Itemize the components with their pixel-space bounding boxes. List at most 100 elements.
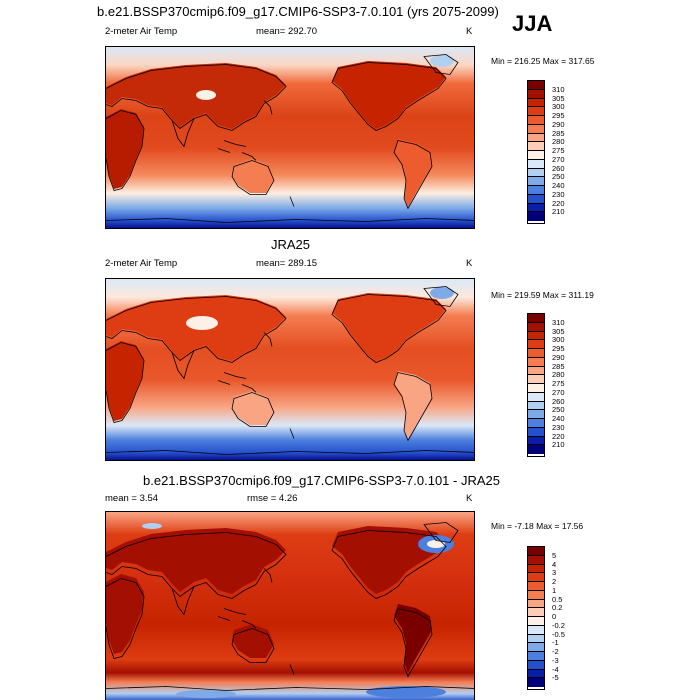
colorbar-swatch — [528, 81, 544, 90]
colorbar-label: 310 — [552, 84, 565, 94]
colorbar-label: 285 — [552, 128, 565, 138]
colorbar-swatch — [528, 573, 544, 582]
colorbar-swatch — [528, 427, 544, 437]
colorbar-label: -0.2 — [552, 620, 565, 630]
colorbar-label: 305 — [552, 93, 565, 103]
colorbar-label: 300 — [552, 335, 565, 345]
colorbar-label: 280 — [552, 137, 565, 147]
colorbar-label: 280 — [552, 370, 565, 380]
colorbar-label: -5 — [552, 673, 559, 683]
colorbar-swatch — [528, 643, 544, 652]
colorbar-label: -3 — [552, 655, 559, 665]
colorbar-swatch — [528, 159, 544, 169]
colorbar-label: 2 — [552, 577, 557, 586]
colorbar-swatch — [528, 142, 544, 151]
colorbar-swatch — [528, 357, 544, 367]
panel1-mean-label: mean= 292.70 — [256, 26, 318, 37]
colorbar-label: -4 — [552, 664, 559, 674]
panel1-variable-label: 2-meter Air Temp — [105, 26, 178, 37]
colorbar-label: 305 — [552, 326, 565, 336]
panel3-minmax: Min = -7.18 Max = 17.56 — [491, 521, 584, 531]
colorbar-label: -1 — [552, 638, 559, 648]
colorbar-swatch — [528, 582, 544, 591]
colorbar-swatch — [528, 547, 544, 556]
panel2-units: K — [466, 258, 473, 269]
colorbar-swatch — [528, 116, 544, 125]
colorbar-swatch — [528, 331, 544, 341]
panel2-title: JRA25 — [271, 237, 311, 252]
panel2-variable-label: 2-meter Air Temp — [105, 258, 178, 269]
colorbar-swatch — [528, 384, 544, 393]
panel1-units: K — [466, 26, 473, 37]
colorbar-swatch — [528, 340, 544, 349]
colorbar-swatch — [528, 669, 544, 679]
colorbar-label: 0.5 — [552, 594, 563, 604]
colorbar-label: 290 — [552, 119, 565, 129]
panel2-colorbar — [527, 313, 545, 457]
colorbar-swatch — [528, 392, 544, 402]
colorbar-label: 5 — [552, 550, 557, 560]
colorbar-swatch — [528, 660, 544, 670]
colorbar-label: 250 — [552, 405, 565, 415]
colorbar-label: 3 — [552, 568, 557, 578]
colorbar-swatch — [528, 410, 544, 419]
panel1-colorbar — [527, 80, 545, 224]
colorbar-swatch — [528, 107, 544, 116]
colorbar-label: 4 — [552, 559, 557, 569]
colorbar-label: 230 — [552, 189, 565, 199]
colorbar-swatch — [528, 349, 544, 358]
colorbar-swatch — [528, 436, 544, 446]
panel2-minmax: Min = 219.59 Max = 311.19 — [491, 290, 594, 300]
colorbar-swatch — [528, 445, 544, 454]
colorbar-swatch — [528, 168, 544, 178]
colorbar-swatch — [528, 375, 544, 384]
colorbar-swatch — [528, 194, 544, 204]
colorbar-swatch — [528, 177, 544, 186]
colorbar-swatch — [528, 124, 544, 134]
colorbar-swatch — [528, 133, 544, 143]
colorbar-swatch — [528, 678, 544, 687]
colorbar-label: 260 — [552, 163, 565, 173]
colorbar-swatch — [528, 186, 544, 195]
colorbar-label: 210 — [552, 207, 565, 217]
panel3-colorbar — [527, 546, 545, 690]
colorbar-swatch — [528, 366, 544, 376]
colorbar-swatch — [528, 419, 544, 428]
panel3-map — [105, 511, 475, 700]
colorbar-label: 290 — [552, 352, 565, 362]
colorbar-label: 270 — [552, 154, 565, 164]
colorbar-swatch — [528, 590, 544, 600]
panel1-title: b.e21.BSSP370cmip6.f09_g17.CMIP6-SSP3-7.… — [97, 4, 499, 19]
colorbar-label: 285 — [552, 361, 565, 371]
colorbar-swatch — [528, 89, 544, 99]
panel3-title: b.e21.BSSP370cmip6.f09_g17.CMIP6-SSP3-7.… — [143, 473, 500, 488]
colorbar-swatch — [528, 599, 544, 609]
colorbar-label: 295 — [552, 344, 565, 353]
colorbar-label: 310 — [552, 317, 565, 327]
panel1-minmax: Min = 216.25 Max = 317.65 — [491, 56, 595, 66]
colorbar-swatch — [528, 555, 544, 565]
colorbar-label: 275 — [552, 146, 565, 155]
colorbar-swatch — [528, 617, 544, 626]
colorbar-label: 250 — [552, 172, 565, 182]
panel3-rmse-label: rmse = 4.26 — [247, 493, 298, 504]
colorbar-swatch — [528, 212, 544, 221]
colorbar-swatch — [528, 203, 544, 213]
season-label: JJA — [512, 11, 553, 36]
colorbar-label: 240 — [552, 181, 565, 190]
colorbar-swatch — [528, 625, 544, 635]
colorbar-swatch — [528, 634, 544, 644]
colorbar-label: 0.2 — [552, 603, 563, 613]
panel1-map — [105, 46, 475, 229]
colorbar-label: -2 — [552, 647, 559, 656]
colorbar-label: 0 — [552, 612, 557, 621]
colorbar-swatch — [528, 401, 544, 411]
colorbar-label: 1 — [552, 585, 557, 595]
panel2-mean-label: mean= 289.15 — [256, 258, 318, 269]
colorbar-label: 220 — [552, 198, 565, 208]
colorbar-label: 295 — [552, 111, 565, 120]
colorbar-label: 275 — [552, 379, 565, 388]
colorbar-swatch — [528, 564, 544, 574]
colorbar-swatch — [528, 608, 544, 617]
colorbar-swatch — [528, 98, 544, 108]
